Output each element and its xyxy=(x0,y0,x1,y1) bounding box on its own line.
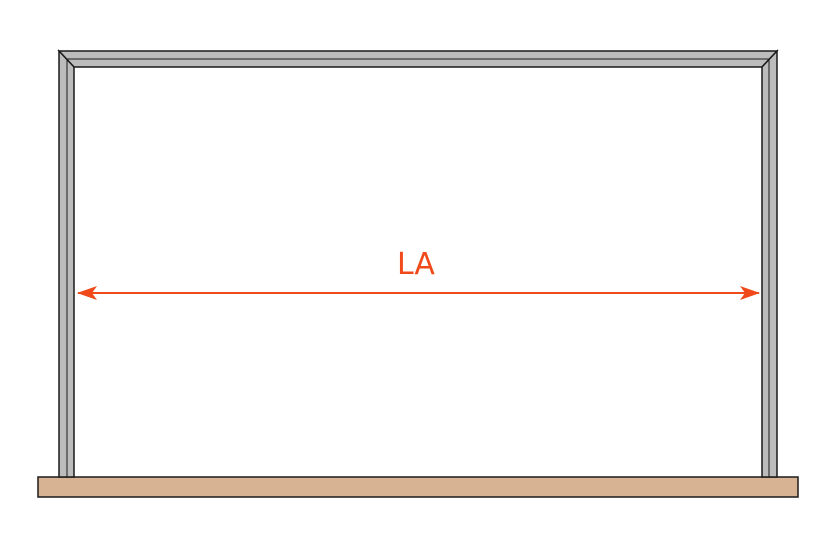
floor-board xyxy=(37,476,799,498)
width-dimension-label: LA xyxy=(397,247,435,282)
